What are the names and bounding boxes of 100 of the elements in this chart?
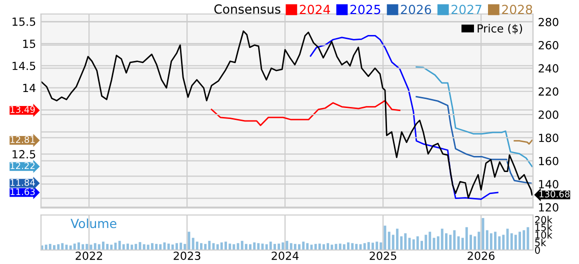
- bar: [53, 245, 56, 250]
- bar: [372, 242, 374, 250]
- x-tick-label: 2022: [76, 252, 102, 260]
- bar: [294, 244, 296, 250]
- bar: [396, 228, 398, 250]
- bar: [134, 244, 138, 250]
- bar: [73, 244, 76, 250]
- bar: [106, 244, 109, 250]
- bar: [244, 244, 248, 250]
- bar: [82, 244, 84, 250]
- bar: [159, 244, 162, 250]
- y-tick-label: 20k: [535, 216, 552, 224]
- y2-tick-label: 180: [539, 134, 558, 142]
- bar: [326, 243, 330, 250]
- bar: [265, 244, 268, 250]
- bar: [48, 244, 52, 250]
- bar: [204, 244, 207, 250]
- bar: [98, 244, 100, 250]
- bar: [314, 244, 317, 250]
- bar: [180, 242, 182, 250]
- bar: [428, 232, 432, 250]
- bar: [167, 244, 170, 250]
- line-series: [310, 34, 498, 200]
- bar: [228, 244, 232, 250]
- text: 130.68: [540, 190, 570, 198]
- bar: [412, 239, 415, 250]
- legend-label: 2027: [452, 4, 482, 14]
- x-tick-label: 2026: [468, 252, 494, 260]
- x-tick-label: 2024: [272, 252, 299, 260]
- bar: [342, 244, 346, 250]
- bar: [126, 244, 129, 250]
- legend-label: 2028: [502, 4, 532, 14]
- bar: [306, 243, 309, 250]
- bar: [249, 244, 252, 250]
- bar: [142, 244, 146, 250]
- y-tick-label: 14.5: [12, 62, 36, 70]
- y2-tick-label: 120: [539, 203, 558, 212]
- bar: [130, 244, 134, 250]
- y-tick-label: 15: [23, 40, 36, 48]
- annotation: Volume: [70, 218, 116, 228]
- y-tick-label: 14: [23, 84, 36, 92]
- bar: [322, 244, 325, 250]
- bar: [232, 244, 236, 250]
- y-tick-label: 15.5: [12, 18, 36, 26]
- y-tick-label: 5k: [535, 238, 546, 246]
- bar: [376, 242, 378, 250]
- legend-label: 2024: [300, 4, 330, 14]
- bar: [486, 230, 488, 250]
- bar: [94, 243, 96, 250]
- bar: [216, 244, 219, 250]
- bar: [176, 243, 178, 250]
- bar: [388, 232, 390, 250]
- bar: [224, 242, 227, 250]
- bar: [44, 244, 48, 250]
- y2-tick-label: 160: [539, 156, 558, 166]
- y2-tick-label: 140: [539, 180, 558, 188]
- y2-tick-label: 240: [538, 64, 558, 73]
- bar: [453, 230, 456, 250]
- line-series: [210, 100, 400, 126]
- legend-label: 2025: [350, 4, 380, 14]
- bar: [196, 242, 198, 250]
- bar: [61, 243, 64, 250]
- text: 12.81: [10, 136, 35, 144]
- bar: [494, 232, 496, 250]
- bar: [122, 244, 125, 250]
- bar: [510, 233, 513, 250]
- bar: [355, 244, 358, 250]
- bar: [192, 238, 194, 250]
- bar: [282, 242, 284, 250]
- legend-label: 2026: [400, 4, 432, 14]
- bar: [110, 244, 113, 250]
- bar: [363, 243, 366, 250]
- y2-tick-label: 280: [538, 18, 558, 26]
- text: 12.22: [10, 162, 35, 169]
- bar: [347, 242, 350, 250]
- bar: [404, 233, 407, 250]
- bar: [269, 242, 272, 250]
- y2-tick-label: 200: [538, 110, 558, 119]
- bar: [118, 240, 121, 250]
- bar: [465, 227, 468, 250]
- bar: [502, 234, 505, 250]
- bar: [380, 242, 382, 250]
- x-tick-label: 2025: [370, 252, 396, 260]
- bar: [151, 243, 154, 250]
- bar: [146, 244, 150, 250]
- y-tick-label: 0: [535, 246, 540, 254]
- bar: [200, 243, 202, 250]
- legend-label: Price ($): [478, 24, 522, 34]
- y2-tick-label: 220: [538, 87, 558, 96]
- bar: [78, 242, 80, 250]
- bar: [351, 243, 354, 250]
- text: 11.84: [10, 179, 35, 186]
- bar: [302, 242, 305, 250]
- bar: [338, 244, 342, 250]
- bar: [86, 244, 88, 250]
- text: 13.49: [10, 106, 35, 113]
- legend-title: Consensus: [214, 4, 280, 14]
- bar: [424, 234, 428, 250]
- bar: [478, 232, 480, 250]
- bar: [278, 244, 280, 250]
